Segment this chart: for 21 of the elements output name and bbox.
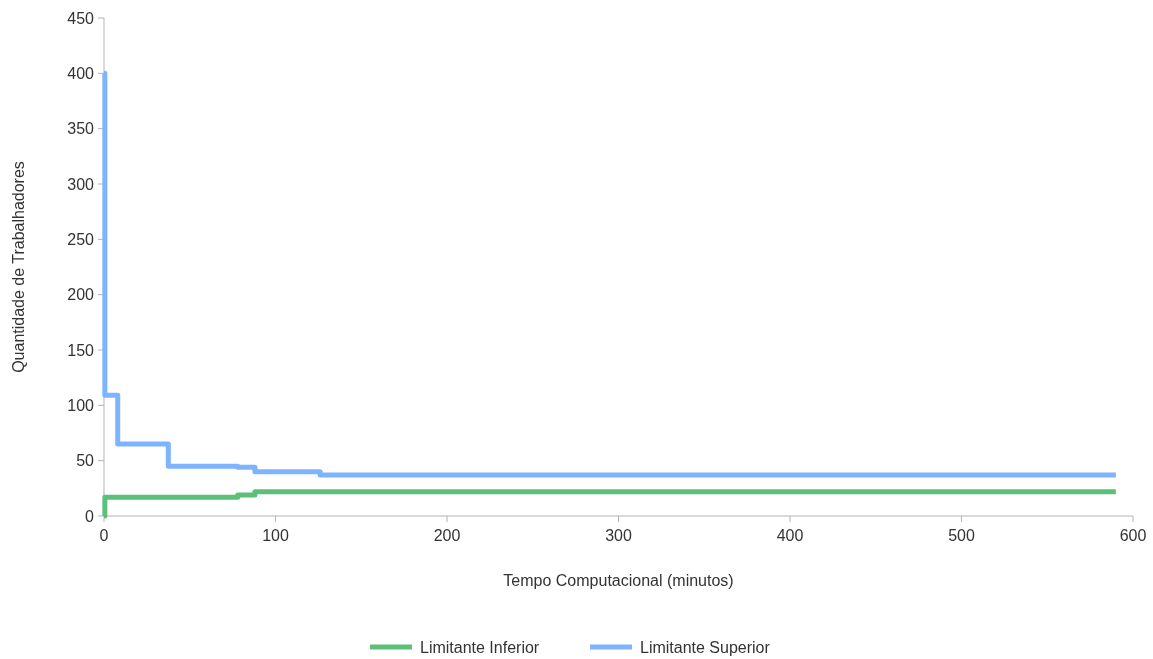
y-tick-label: 150 [67,341,95,359]
x-tick-label: 200 [433,527,461,544]
y-tick-label: 0 [85,507,95,525]
x-tick-label: 100 [262,527,289,544]
y-tick-label: 400 [67,64,95,82]
y-tick-label: 350 [67,120,95,138]
y-tick-label: 300 [67,175,95,193]
y-tick-label: 100 [67,396,95,414]
y-tick-label: 250 [67,230,95,248]
legend-label: Limitante Superior [640,638,771,656]
y-tick-label: 450 [67,9,95,27]
x-tick-label: 600 [1119,527,1147,544]
y-axis-title: Quantidade de Trabalhadores [10,161,27,373]
y-tick-label: 200 [67,286,95,304]
x-tick-label: 500 [948,527,975,544]
x-tick-label: 0 [99,527,109,544]
x-tick-label: 400 [776,527,804,544]
legend-label: Limitante Inferior [420,638,540,656]
x-tick-label: 300 [605,527,632,544]
x-axis-title: Tempo Computacional (minutos) [503,572,734,589]
y-tick-label: 50 [76,452,95,470]
